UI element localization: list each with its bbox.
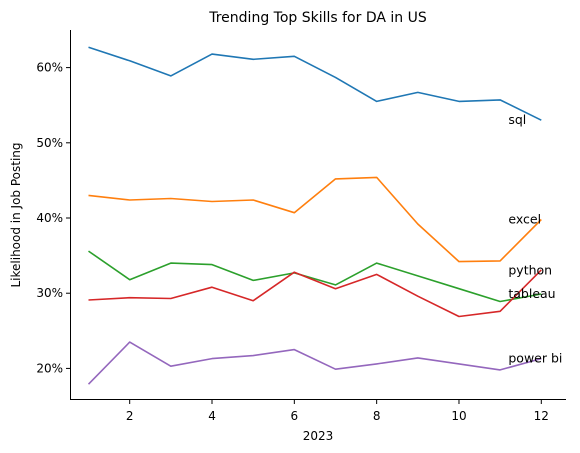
x-axis-label: 2023 [303, 429, 334, 443]
x-tick-label: 6 [291, 409, 299, 423]
series-label-sql: sql [508, 112, 526, 127]
series-line-python [88, 250, 542, 303]
series-line-excel [88, 176, 542, 263]
x-tick-label: 2 [126, 409, 134, 423]
series-line-power-bi [87, 341, 542, 385]
x-tick-label: 4 [208, 409, 216, 423]
series-label-tableau: tableau [508, 286, 555, 301]
series-labels: sql excel python tableau power bi [508, 112, 562, 365]
series-label-power-bi: power bi [508, 351, 562, 366]
y-tick-label: 50% [36, 136, 63, 150]
y-tick-label: 30% [36, 286, 63, 300]
x-tick-label: 12 [534, 409, 549, 423]
series-line-sql [88, 46, 542, 121]
series-label-python: python [508, 263, 552, 278]
y-axis-label: Likelihood in Job Posting [9, 142, 23, 287]
chart-title: Trending Top Skills for DA in US [208, 10, 427, 26]
x-tick-label: 8 [373, 409, 381, 423]
series-line-tableau [88, 269, 542, 318]
y-axis-ticks: 20% 30% 40% 50% 60% [36, 61, 70, 375]
x-axis-ticks: 2 4 6 8 10 12 [126, 400, 549, 423]
series-label-excel: excel [508, 212, 541, 227]
y-tick-label: 40% [36, 211, 63, 225]
x-tick-label: 10 [451, 409, 466, 423]
y-tick-label: 20% [36, 361, 63, 375]
y-tick-label: 60% [36, 61, 63, 75]
plot-area [87, 46, 542, 385]
